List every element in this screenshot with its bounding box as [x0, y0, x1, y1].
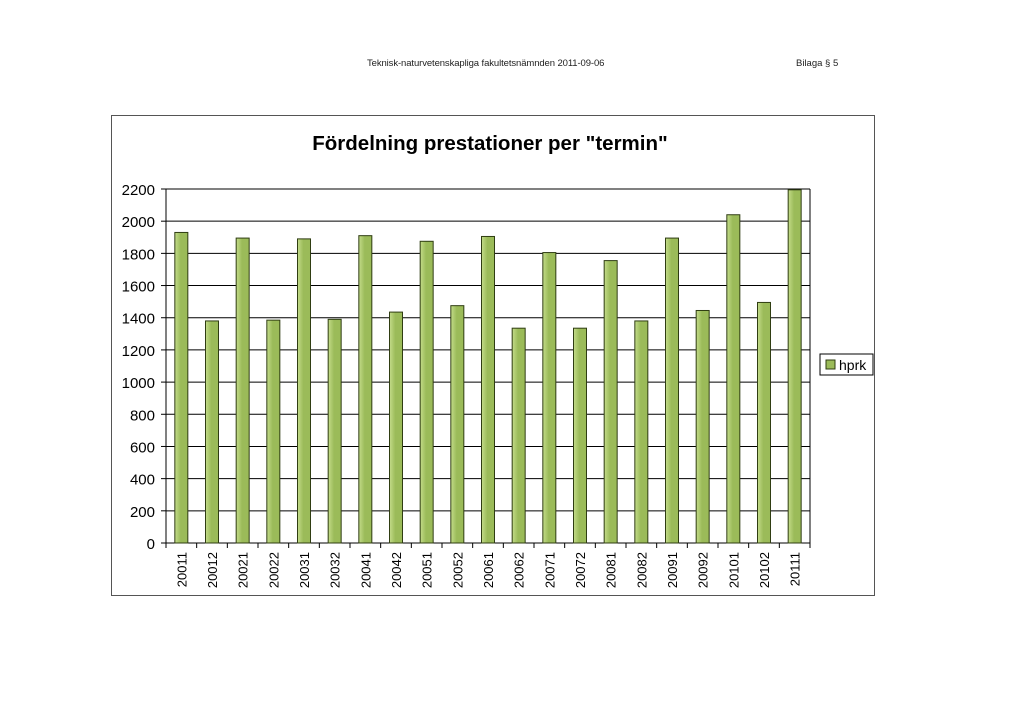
- y-tick-label: 1600: [122, 279, 155, 296]
- bar-chart: Fördelning prestationer per "termin" 0 20…: [122, 132, 874, 588]
- bar: [757, 301, 771, 544]
- x-tick-label: 20031: [297, 552, 312, 588]
- y-tick-label: 1200: [122, 343, 155, 360]
- y-tick-label: 1000: [122, 375, 155, 392]
- legend: hprk: [819, 353, 874, 376]
- bar: [603, 260, 618, 544]
- x-tick-label: 20032: [328, 552, 343, 588]
- y-tick-label: 2000: [122, 214, 155, 231]
- x-tick-label: 20082: [634, 552, 649, 588]
- bar: [695, 309, 710, 544]
- x-tick-label: 20092: [696, 552, 711, 588]
- bar: [511, 327, 526, 544]
- document-title: Teknisk-naturvetenskapliga fakultetsnämn…: [367, 58, 605, 69]
- y-tick-label: 400: [130, 472, 155, 489]
- bar: [542, 252, 557, 544]
- x-tick-label: 20091: [665, 552, 680, 588]
- x-tick-label: 20011: [174, 552, 189, 587]
- bar: [634, 320, 649, 544]
- bar: [573, 327, 587, 544]
- legend-label: hprk: [839, 357, 867, 373]
- y-tick-label: 800: [130, 407, 155, 424]
- x-tick-label: 20081: [604, 552, 619, 588]
- x-tick-label: 20071: [542, 552, 557, 588]
- bar: [450, 305, 465, 544]
- bar: [266, 319, 281, 544]
- x-tick-label: 20111: [788, 552, 803, 586]
- y-tick-label: 600: [130, 439, 155, 456]
- x-tick-label: 20052: [450, 552, 465, 588]
- x-tick-label: 20012: [205, 552, 220, 588]
- chart-container: Fördelning prestationer per "termin" 0 20…: [111, 115, 875, 596]
- x-tick-label: 20101: [726, 552, 741, 588]
- bar: [419, 240, 434, 544]
- x-axis-ticks: 20011 20012 20021 20022 20031 20032 20041 20042…: [165, 543, 811, 588]
- bars: [174, 189, 802, 544]
- x-tick-label: 20061: [481, 552, 496, 588]
- y-tick-label: 0: [147, 536, 155, 553]
- x-tick-label: 20102: [757, 552, 772, 588]
- y-axis-ticks: 0 200 400 600 800 1000 1200 1400 1600 1800 2000 220…: [122, 182, 166, 553]
- legend-box: [819, 353, 874, 376]
- bar: [235, 237, 250, 544]
- bar: [481, 235, 495, 544]
- legend-swatch: [825, 359, 836, 370]
- chart-title: Fördelning prestationer per "termin": [312, 132, 667, 155]
- x-tick-label: 20062: [512, 552, 527, 588]
- bar: [665, 237, 679, 544]
- bar: [174, 231, 189, 544]
- y-tick-label: 200: [130, 504, 155, 521]
- bar: [205, 320, 219, 544]
- bar: [327, 318, 342, 544]
- bar: [297, 238, 311, 544]
- x-tick-label: 20041: [358, 552, 373, 588]
- y-tick-label: 1800: [122, 246, 155, 263]
- bar: [389, 311, 403, 544]
- x-tick-label: 20072: [573, 552, 588, 588]
- y-tick-label: 1400: [122, 311, 155, 328]
- attachment-label: Bilaga § 5: [796, 58, 839, 69]
- bar: [726, 214, 741, 544]
- bar: [358, 235, 373, 544]
- bar: [787, 189, 802, 544]
- x-tick-label: 20021: [236, 552, 251, 588]
- x-tick-label: 20051: [420, 552, 435, 588]
- x-tick-label: 20042: [389, 552, 404, 588]
- y-tick-label: 2200: [122, 182, 155, 199]
- x-tick-label: 20022: [266, 552, 281, 588]
